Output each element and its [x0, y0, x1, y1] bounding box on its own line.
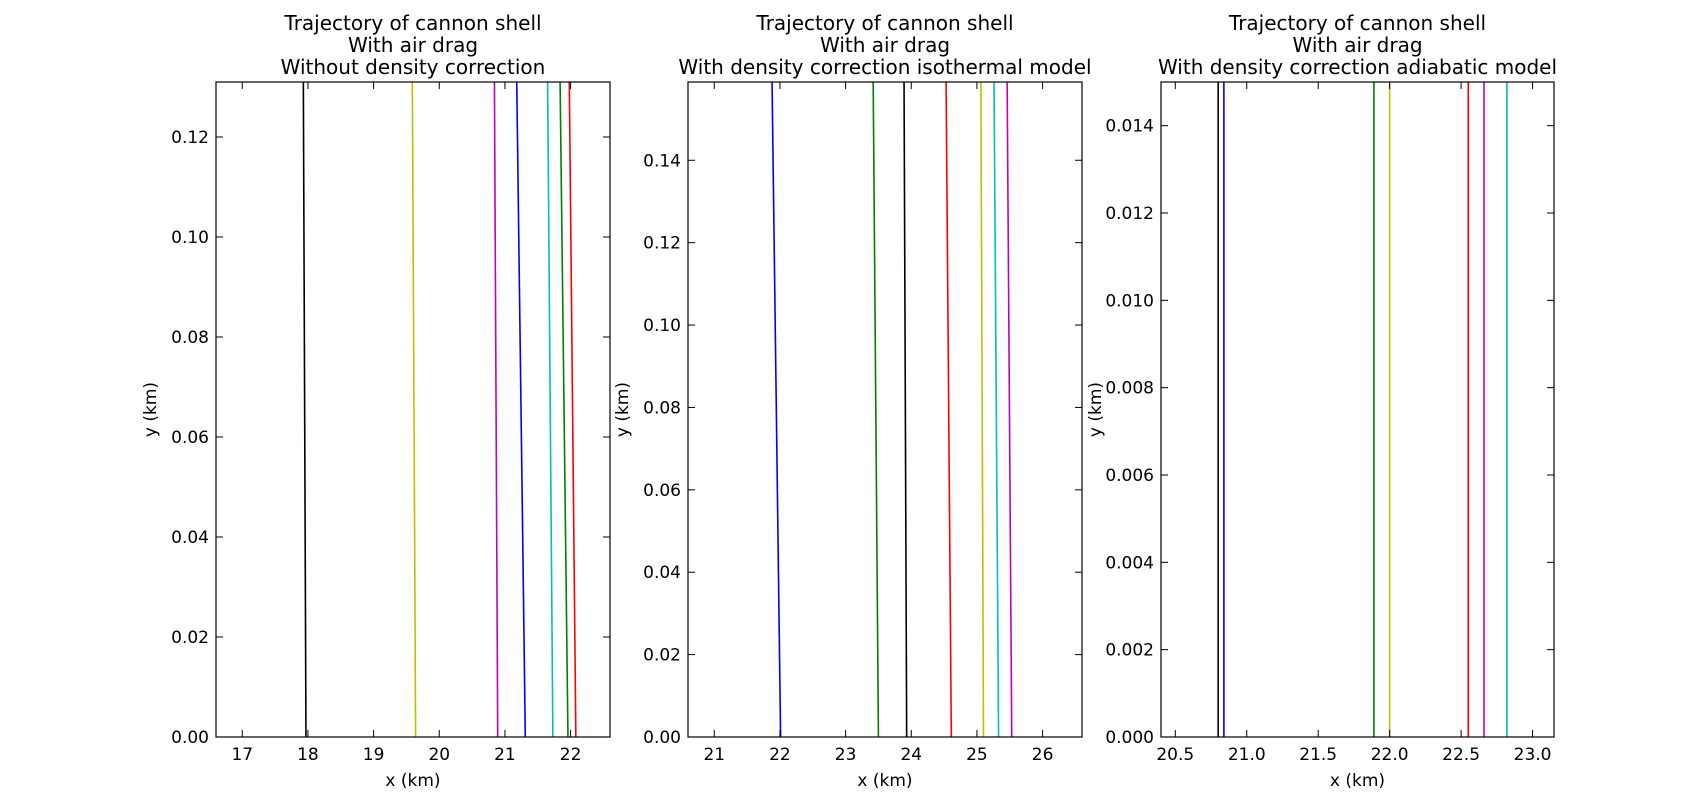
subplot-3-ytick-label: 0.012: [1105, 204, 1154, 224]
subplot-1-xtick-label: 18: [297, 745, 319, 765]
subplot-3-ylabel: y (km): [1086, 382, 1106, 437]
subplot-2-ytick-label: 0.10: [643, 316, 681, 336]
subplot-2-ylabel: y (km): [613, 382, 633, 437]
subplot-1-series-red-line: [568, 82, 577, 737]
subplot-3-xlabel: x (km): [1330, 771, 1385, 791]
subplot-3-ytick-label: 0.002: [1105, 641, 1154, 661]
subplot-1-series-yellow-line: [411, 82, 417, 737]
subplot-1-series-magenta-line: [493, 82, 499, 737]
subplot-2-ytick-label: 0.08: [643, 398, 681, 418]
subplot-2-series-black-line: [903, 82, 908, 737]
subplot-1-ytick-label: 0.12: [171, 128, 209, 148]
subplot-1-series-group: [302, 82, 577, 737]
subplot-2-xlabel: x (km): [857, 771, 912, 791]
subplot-1-ytick-label: 0.02: [171, 628, 209, 648]
subplot-3-ytick-label: 0.004: [1105, 553, 1154, 573]
subplot-2-xtick-label: 22: [769, 745, 791, 765]
subplot-3-title-line-1: Trajectory of cannon shell: [1228, 11, 1486, 35]
subplot-2-ytick-label: 0.06: [643, 481, 681, 501]
subplot-1-title-line-2: With air drag: [348, 33, 478, 57]
subplot-1-series-black-line: [302, 82, 307, 737]
subplot-2-xtick-label: 26: [1032, 745, 1054, 765]
subplot-2-series-red-line: [945, 82, 953, 737]
subplot-3-xtick-label: 23.0: [1514, 745, 1552, 765]
subplot-3-title-line-2: With air drag: [1292, 33, 1422, 57]
subplot-3-xtick-label: 21.5: [1299, 745, 1337, 765]
subplot-3-series-group: [1217, 82, 1508, 737]
subplot-2-xtick-label: 21: [703, 745, 725, 765]
subplot-1-ytick-label: 0.10: [171, 228, 209, 248]
subplot-1-ytick-label: 0.00: [171, 728, 209, 748]
subplot-2-ytick-label: 0.12: [643, 234, 681, 254]
subplot-2-xtick-label: 24: [900, 745, 922, 765]
subplot-2-ytick-label: 0.02: [643, 646, 681, 666]
subplot-1-series-blue-line: [515, 82, 527, 737]
subplot-3-ytick-label: 0.008: [1105, 379, 1154, 399]
subplot-2-xtick-label: 23: [835, 745, 857, 765]
subplot-1-series-green-line: [559, 82, 569, 737]
subplot-1-xtick-label: 19: [363, 745, 385, 765]
subplot-1-title-line-1: Trajectory of cannon shell: [283, 11, 541, 35]
subplot-1-title-line-3: Without density correction: [281, 55, 546, 79]
subplot-3-axes-frame: [1160, 81, 1555, 738]
subplot-1-xlabel: x (km): [385, 771, 440, 791]
subplot-2-title-line-2: With air drag: [820, 33, 950, 57]
subplot-1-xtick-label: 21: [494, 745, 516, 765]
subplot-1-ylabel: y (km): [141, 382, 161, 437]
subplot-2-series-group: [771, 82, 1013, 737]
subplot-2-xtick-label: 25: [966, 745, 988, 765]
subplot-1-axes-frame: [215, 81, 611, 738]
subplot-3-ytick-label: 0.006: [1105, 466, 1154, 486]
subplot-3-xtick-label: 22.5: [1442, 745, 1480, 765]
subplot-1-xtick-label: 20: [428, 745, 450, 765]
subplot-2-axes-frame: [687, 81, 1083, 738]
subplot-2-series-green-line: [872, 82, 880, 737]
subplot-3-xtick-label: 21.0: [1228, 745, 1266, 765]
subplot-3-ytick-label: 0.014: [1105, 117, 1154, 137]
subplot-2-series-blue-line: [771, 82, 782, 737]
subplot-1-xtick-label: 22: [560, 745, 582, 765]
subplot-1-series-cyan-line: [546, 82, 554, 737]
subplot-2-ytick-label: 0.00: [643, 728, 681, 748]
subplot-3-xtick-label: 20.5: [1156, 745, 1194, 765]
subplot-2-series-yellow-line: [980, 82, 985, 737]
subplot-3-title-line-3: With density correction adiabatic model: [1158, 55, 1557, 79]
subplot-1-ytick-label: 0.06: [171, 428, 209, 448]
subplot-2-title-line-3: With density correction isothermal model: [678, 55, 1091, 79]
subplot-1-ytick-label: 0.08: [171, 328, 209, 348]
subplot-1-xtick-label: 17: [231, 745, 253, 765]
subplot-2-ytick-label: 0.14: [643, 151, 681, 171]
subplot-2-series-cyan-line: [993, 82, 1000, 737]
subplot-2-title-line-1: Trajectory of cannon shell: [755, 11, 1013, 35]
subplot-2-series-magenta-line: [1006, 82, 1013, 737]
subplot-3-xtick-label: 22.0: [1371, 745, 1409, 765]
subplot-2-ytick-label: 0.04: [643, 563, 681, 583]
subplot-3-ytick-label: 0.000: [1105, 728, 1154, 748]
subplot-1-ytick-label: 0.04: [171, 528, 209, 548]
subplot-3-ytick-label: 0.010: [1105, 291, 1154, 311]
